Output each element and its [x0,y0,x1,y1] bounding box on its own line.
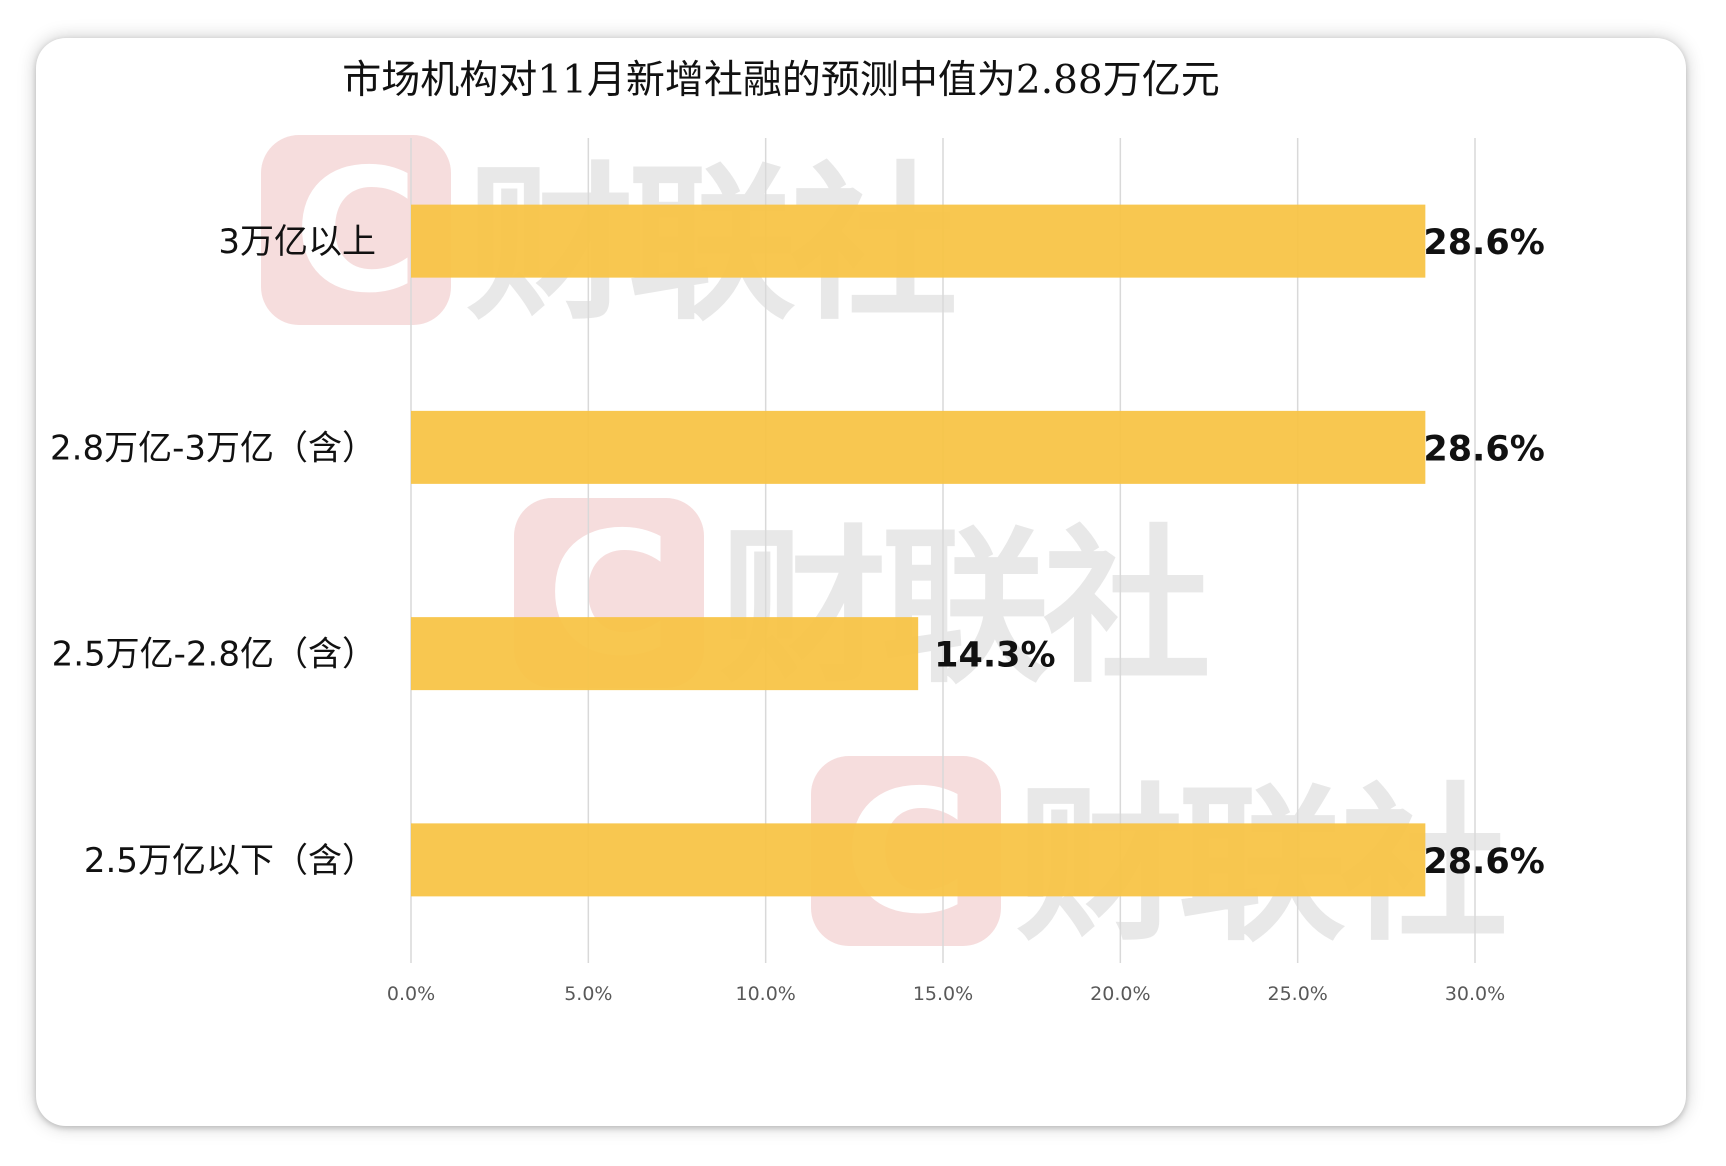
category-label: 2.5万亿以下（含） [84,841,376,881]
value-label: 28.6% [1423,842,1544,882]
bar-chart: C财联社C财联社C财联社 3万亿以上2.8万亿-3万亿（含）2.5万亿-2.8亿… [50,58,1545,1005]
x-tick-label: 20.0% [1090,983,1150,1005]
x-tick-label: 30.0% [1445,983,1505,1005]
value-labels: 28.6% 28.6% 14.3% 28.6% [934,223,1545,882]
value-label: 28.6% [1423,429,1544,469]
category-labels: 3万亿以上 2.8万亿-3万亿（含） 2.5万亿-2.8亿（含） 2.5万亿以下（含） [50,222,376,881]
bar [411,823,1426,897]
category-label: 2.5万亿-2.8亿（含） [52,635,376,675]
chart-card: C财联社C财联社C财联社 3万亿以上2.8万亿-3万亿（含）2.5万亿-2.8亿… [36,38,1686,1126]
value-label: 14.3% [934,636,1055,676]
x-tick-label: 5.0% [564,983,612,1005]
bar [411,617,919,691]
x-tick-label: 25.0% [1267,983,1327,1005]
watermark-logo-badge [261,135,451,325]
bar [411,410,1426,484]
category-label: 2.8万亿-3万亿（含） [50,428,376,468]
x-tick-label: 0.0% [387,983,435,1005]
value-label: 28.6% [1423,223,1544,263]
x-tick-label: 15.0% [913,983,973,1005]
x-axis-tick-labels: 0.0% 5.0% 10.0% 15.0% 20.0% 25.0% 30.0% [387,983,1505,1005]
chart-title: 市场机构对11月新增社融的预测中值为2.88万亿元 [342,58,1219,103]
bars [411,204,1426,897]
category-label: 3万亿以上 [218,222,376,262]
bar [411,204,1426,278]
watermark-logo-letter: C [294,133,419,331]
x-tick-label: 10.0% [735,983,795,1005]
